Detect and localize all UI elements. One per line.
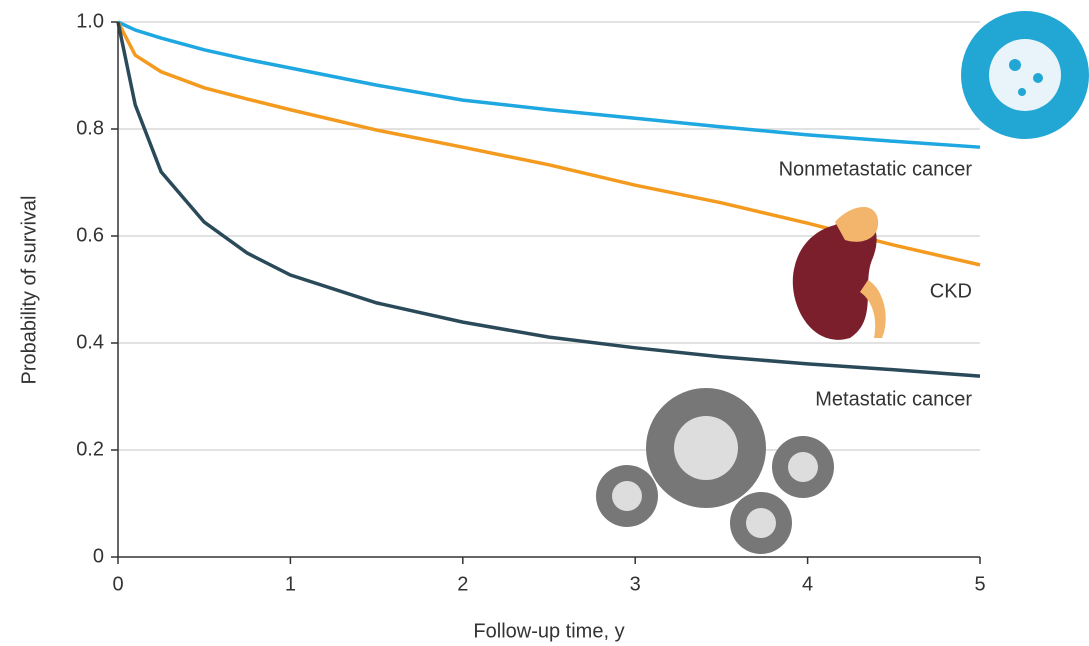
- kidney-icon: [793, 207, 886, 340]
- series-label: Nonmetastatic cancer: [779, 158, 973, 180]
- series-label: Metastatic cancer: [815, 388, 972, 410]
- x-tick-label: 3: [630, 573, 641, 595]
- metastasis-icons: [596, 388, 834, 554]
- y-axis-label: Probability of survival: [18, 196, 40, 385]
- x-axis-label: Follow-up time, y: [473, 620, 624, 642]
- x-tick-label: 2: [457, 573, 468, 595]
- y-tick-label: 0: [93, 545, 104, 567]
- x-tick-label: 4: [802, 573, 813, 595]
- chart: Follow-up time, y Probability of surviva…: [0, 0, 1089, 646]
- y-tick-label: 0.2: [76, 438, 104, 460]
- y-tick-label: 0.8: [76, 117, 104, 139]
- y-tick-label: 0.6: [76, 224, 104, 246]
- x-tick-label: 1: [285, 573, 296, 595]
- cancer-icon: [961, 11, 1089, 139]
- x-tick-label: 0: [112, 573, 123, 595]
- y-tick-label: 0.4: [76, 331, 104, 353]
- y-tick-label: 1.0: [76, 10, 104, 32]
- series-label: CKD: [930, 280, 972, 302]
- x-tick-label: 5: [974, 573, 985, 595]
